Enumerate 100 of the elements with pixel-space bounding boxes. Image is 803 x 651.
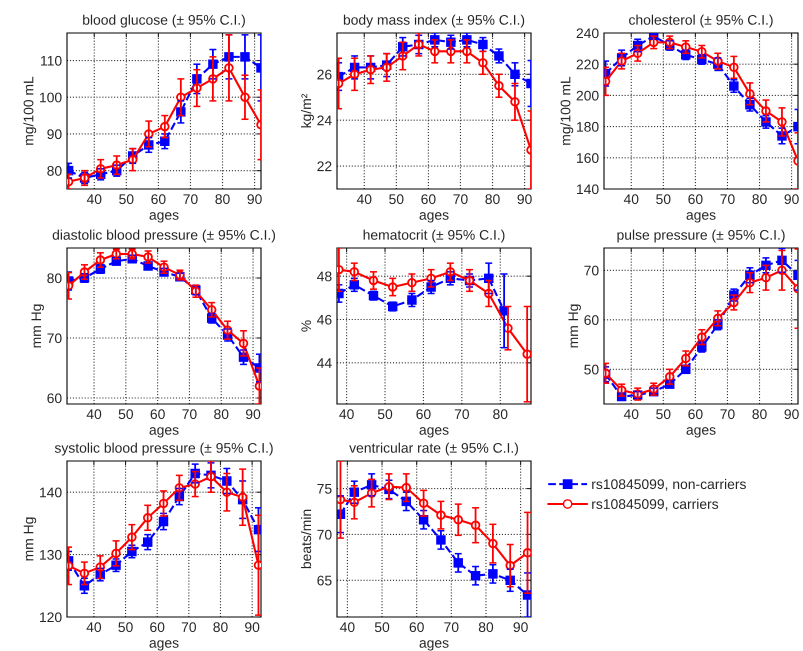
x-tick-label: 60 [151, 194, 166, 204]
x-axis-title: ages [420, 212, 449, 223]
y-tick-label: 60 [584, 315, 599, 325]
x-tick-label: 60 [688, 409, 703, 420]
x-tick-label: 50 [656, 409, 671, 420]
y-tick-label: 26 [317, 70, 332, 80]
x-tick-label: 60 [688, 194, 703, 204]
x-tick-label: 90 [248, 194, 262, 204]
x-tick-label: 70 [720, 194, 735, 204]
x-tick-label: 40 [356, 194, 372, 204]
y-tick-label: 120 [40, 612, 62, 622]
x-tick-label: 40 [86, 194, 102, 204]
x-tick-label: 50 [389, 194, 404, 204]
chart-title: body mass index (± 95% C.I.) [344, 14, 524, 28]
y-tick-label: 44 [317, 358, 332, 368]
y-tick-label: 22 [317, 161, 332, 172]
x-tick-label: 40 [86, 622, 102, 632]
y-tick-label: 140 [577, 184, 599, 194]
x-tick-label: 90 [518, 194, 532, 204]
chart-title: hematocrit (± 95% C.I.) [364, 230, 504, 243]
y-tick-label: 140 [40, 488, 62, 498]
chart-title: pulse pressure (± 95% C.I.) [617, 230, 785, 243]
x-tick-label: 50 [374, 622, 390, 632]
x-tick-label: 80 [213, 622, 228, 632]
y-axis-title: kg/m² [300, 94, 314, 128]
x-axis-title: ages [420, 640, 449, 651]
y-tick-label: 50 [584, 364, 599, 375]
chart-title: diastolic blood pressure (± 95% C.I.) [52, 230, 276, 243]
y-tick-label: 180 [577, 122, 599, 132]
x-tick-label: 60 [421, 194, 436, 204]
y-tick-label: 160 [577, 153, 599, 163]
x-tick-label: 60 [410, 622, 424, 632]
x-axis-title: ages [686, 427, 716, 438]
y-tick-label: 200 [576, 90, 599, 101]
legend-label: rs10845099, carriers [592, 498, 718, 511]
y-tick-label: 70 [584, 266, 599, 276]
y-tick-label: 80 [47, 166, 62, 176]
x-tick-label: 90 [784, 194, 799, 204]
x-tick-label: 60 [150, 409, 165, 420]
x-tick-label: 60 [150, 622, 164, 632]
x-axis-title: ages [150, 212, 179, 223]
y-tick-label: 48 [317, 272, 332, 282]
y-tick-label: 70 [47, 333, 62, 344]
x-tick-label: 90 [245, 622, 260, 632]
x-tick-label: 80 [752, 194, 767, 204]
y-tick-label: 80 [47, 273, 62, 284]
x-axis-title: ages [150, 640, 179, 651]
y-tick-label: 60 [47, 393, 62, 404]
y-axis-title: beats/min [300, 510, 312, 568]
y-tick-label: 70 [317, 530, 332, 540]
x-tick-label: 70 [454, 409, 470, 420]
x-tick-label: 80 [752, 409, 767, 420]
x-tick-label: 90 [246, 409, 260, 420]
x-tick-label: 50 [118, 622, 133, 632]
x-tick-label: 70 [720, 409, 735, 420]
y-tick-label: 24 [317, 116, 332, 126]
x-tick-label: 80 [214, 409, 228, 420]
y-axis-title: mg/100 mL [560, 76, 574, 145]
x-tick-label: 50 [119, 194, 134, 204]
y-axis-title: mm Hg [31, 304, 44, 348]
x-tick-label: 70 [182, 622, 196, 632]
x-tick-label: 50 [118, 409, 134, 420]
y-tick-label: 130 [40, 550, 62, 560]
x-tick-label: 90 [514, 622, 528, 632]
x-axis-title: ages [686, 212, 716, 223]
x-tick-label: 70 [183, 194, 198, 204]
x-tick-label: 80 [493, 409, 508, 420]
y-tick-label: 220 [576, 60, 599, 70]
x-tick-label: 80 [215, 194, 230, 204]
legend-label: rs10845099, non-carriers [592, 478, 746, 491]
chart-title: cholesterol (± 95% C.I.) [629, 14, 773, 28]
x-tick-label: 90 [784, 409, 799, 420]
x-axis-title: ages [150, 427, 179, 438]
y-axis-title: mg/100 mL [23, 76, 36, 145]
y-tick-label: 110 [41, 56, 62, 66]
y-tick-label: 46 [317, 314, 332, 325]
y-tick-label: 100 [40, 92, 62, 102]
chart-title: systolic blood pressure (± 95% C.I.) [54, 442, 273, 456]
x-axis-title: ages [420, 427, 449, 438]
x-tick-label: 60 [416, 409, 431, 420]
chart-title: blood glucose (± 95% C.I.) [83, 14, 245, 28]
x-tick-label: 80 [478, 622, 494, 632]
x-tick-label: 50 [378, 409, 392, 420]
y-tick-label: 75 [317, 484, 332, 494]
x-tick-label: 40 [340, 622, 355, 632]
chart-title: ventricular rate (± 95% C.I.) [349, 442, 518, 456]
y-axis-title: mm Hg [568, 304, 581, 348]
x-tick-label: 40 [624, 194, 638, 204]
x-tick-label: 70 [444, 622, 459, 632]
y-axis-title: mm Hg [24, 518, 36, 560]
y-tick-label: 90 [47, 129, 62, 140]
y-tick-label: 240 [576, 28, 599, 38]
y-tick-label: 65 [317, 576, 332, 586]
x-tick-label: 80 [485, 194, 500, 204]
x-tick-label: 40 [86, 409, 102, 420]
x-tick-label: 50 [656, 194, 671, 204]
x-tick-label: 70 [182, 409, 197, 420]
x-tick-label: 40 [339, 409, 354, 420]
y-axis-title: % [301, 320, 312, 332]
x-tick-label: 70 [453, 194, 468, 204]
